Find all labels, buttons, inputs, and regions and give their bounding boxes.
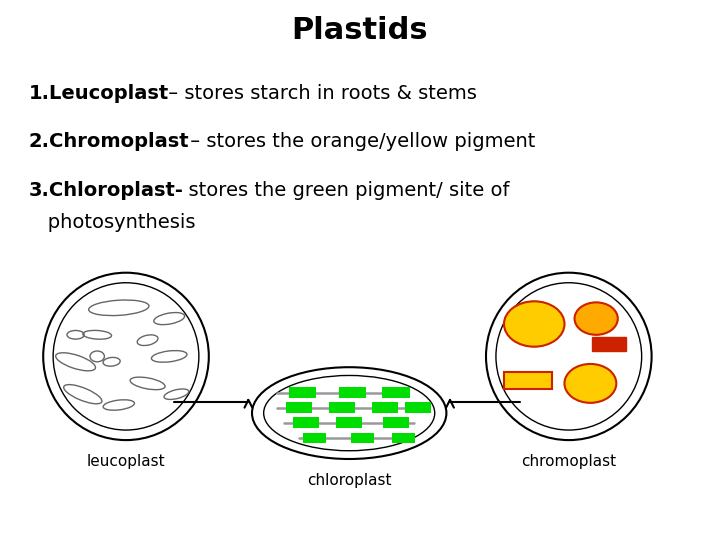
FancyBboxPatch shape — [372, 402, 398, 413]
Circle shape — [504, 301, 564, 347]
FancyBboxPatch shape — [286, 402, 312, 413]
Circle shape — [575, 302, 618, 335]
Text: – stores the orange/yellow pigment: – stores the orange/yellow pigment — [184, 132, 535, 151]
FancyBboxPatch shape — [293, 417, 319, 428]
FancyBboxPatch shape — [392, 433, 415, 443]
FancyBboxPatch shape — [405, 402, 431, 413]
Bar — [592, 337, 626, 351]
Text: 2.Chromoplast: 2.Chromoplast — [29, 132, 189, 151]
FancyBboxPatch shape — [382, 387, 410, 398]
Text: 1.Leucoplast: 1.Leucoplast — [29, 84, 169, 103]
Text: 3.Chloroplast-: 3.Chloroplast- — [29, 181, 184, 200]
FancyBboxPatch shape — [383, 417, 409, 428]
Text: – stores starch in roots & stems: – stores starch in roots & stems — [162, 84, 477, 103]
FancyBboxPatch shape — [289, 387, 316, 398]
FancyBboxPatch shape — [351, 433, 374, 443]
FancyBboxPatch shape — [303, 433, 326, 443]
Text: stores the green pigment/ site of: stores the green pigment/ site of — [176, 181, 510, 200]
Text: Plastids: Plastids — [292, 16, 428, 45]
Text: leucoplast: leucoplast — [86, 454, 166, 469]
Text: photosynthesis: photosynthesis — [29, 213, 195, 232]
FancyBboxPatch shape — [329, 402, 355, 413]
Text: chromoplast: chromoplast — [521, 454, 616, 469]
Circle shape — [564, 364, 616, 403]
Bar — [504, 372, 552, 389]
FancyBboxPatch shape — [339, 387, 366, 398]
Text: chloroplast: chloroplast — [307, 472, 392, 488]
FancyBboxPatch shape — [336, 417, 362, 428]
